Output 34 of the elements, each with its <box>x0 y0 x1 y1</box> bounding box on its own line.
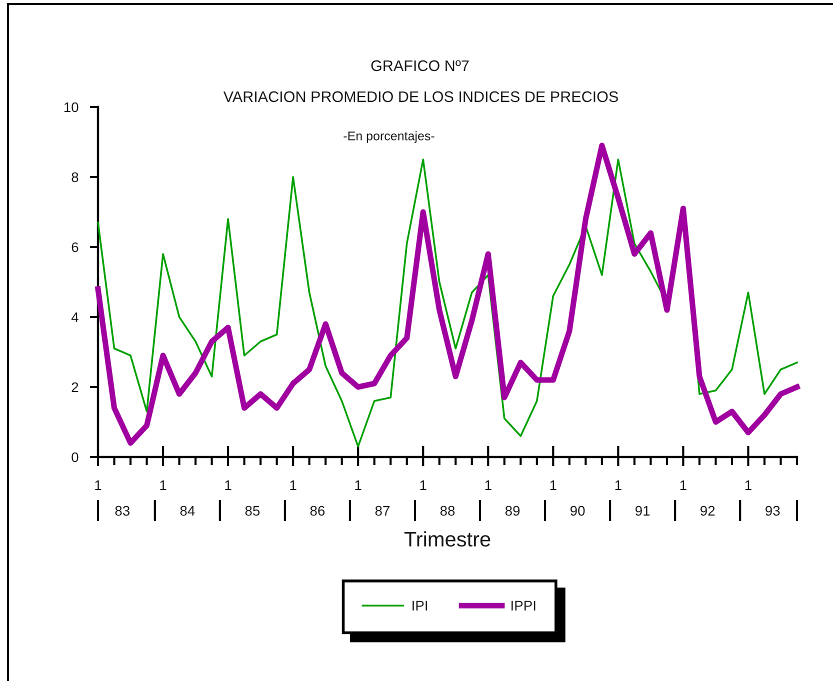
text: 91 <box>635 506 650 516</box>
y-tick-label: 4 <box>71 312 78 322</box>
text: 84 <box>180 506 195 516</box>
x-tick-label: 1 <box>550 480 556 490</box>
y-tick-label: 0 <box>72 452 78 462</box>
legend-label: IPPI <box>512 600 536 610</box>
annotation: -En porcentajes- <box>344 131 434 143</box>
x-tick-label: 1 <box>615 480 622 490</box>
chart-subtitle: VARIACION PROMEDIO DE LOS INDICES DE PRECIOS <box>223 91 618 102</box>
text: 92 <box>700 506 715 516</box>
y-tick-label: 6 <box>72 242 78 252</box>
x-tick-label: 1 <box>160 480 166 490</box>
x-tick-label: 1 <box>485 480 492 490</box>
x-tick-label: 1 <box>745 480 752 490</box>
chart-title: GRAFICO Nº7 <box>371 60 469 72</box>
text: 88 <box>440 506 455 516</box>
text: 85 <box>245 506 260 516</box>
x-tick-label: 1 <box>420 480 426 490</box>
y-tick-label: 2 <box>72 382 78 392</box>
x-tick-label: 1 <box>290 480 296 490</box>
x-tick-label: 1 <box>95 480 102 490</box>
text: 87 <box>375 506 390 516</box>
text: 90 <box>570 506 585 516</box>
y-tick-label: 10 <box>64 102 78 112</box>
x-tick-label: 1 <box>680 480 686 490</box>
legend-label: IPI <box>412 600 428 610</box>
text: 83 <box>115 506 130 516</box>
x-axis-title: Trimestre <box>404 531 490 547</box>
text: 93 <box>766 506 780 516</box>
text: 89 <box>505 506 520 516</box>
x-tick-label: 1 <box>225 480 232 490</box>
text: 86 <box>310 506 325 516</box>
x-tick-label: 1 <box>355 480 362 490</box>
y-tick-label: 8 <box>72 172 78 182</box>
